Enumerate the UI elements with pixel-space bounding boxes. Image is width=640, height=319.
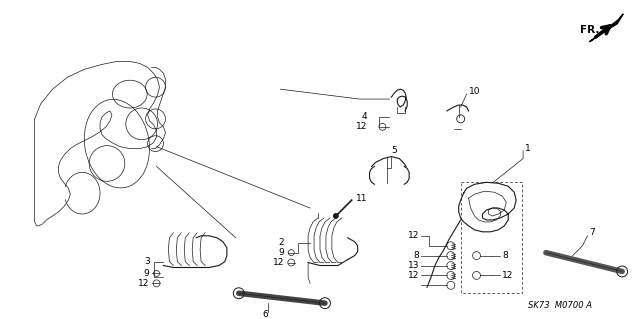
Text: 2: 2 [278, 238, 284, 247]
Text: 11: 11 [356, 194, 367, 203]
Text: 5: 5 [391, 146, 397, 155]
Text: 1: 1 [525, 144, 531, 153]
Text: 4: 4 [362, 112, 367, 122]
Text: 9: 9 [144, 269, 150, 278]
Text: SK73  M0700 A: SK73 M0700 A [528, 300, 592, 310]
Text: 13: 13 [408, 261, 419, 270]
Text: 10: 10 [468, 87, 480, 96]
Text: 3: 3 [144, 257, 150, 266]
Polygon shape [589, 14, 623, 42]
Text: 7: 7 [589, 228, 595, 237]
Text: 12: 12 [408, 271, 419, 280]
Text: 9: 9 [278, 248, 284, 257]
Text: 6: 6 [262, 309, 268, 319]
Text: 12: 12 [502, 271, 514, 280]
Text: 12: 12 [138, 279, 150, 288]
Text: 12: 12 [273, 258, 284, 267]
Text: 8: 8 [413, 251, 419, 260]
Circle shape [333, 213, 339, 219]
Text: 8: 8 [502, 251, 508, 260]
Text: 12: 12 [356, 122, 367, 131]
Text: FR.: FR. [580, 25, 600, 35]
Text: 12: 12 [408, 231, 419, 240]
